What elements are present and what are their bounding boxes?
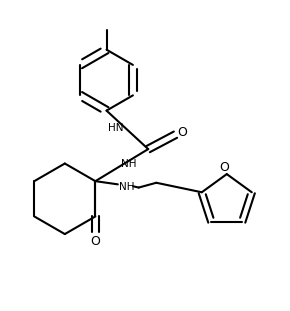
Text: O: O: [177, 126, 187, 139]
Text: HN: HN: [108, 123, 124, 133]
Text: O: O: [219, 160, 229, 174]
Text: NH: NH: [119, 182, 135, 192]
Text: NH: NH: [121, 159, 137, 169]
Text: O: O: [90, 235, 100, 248]
